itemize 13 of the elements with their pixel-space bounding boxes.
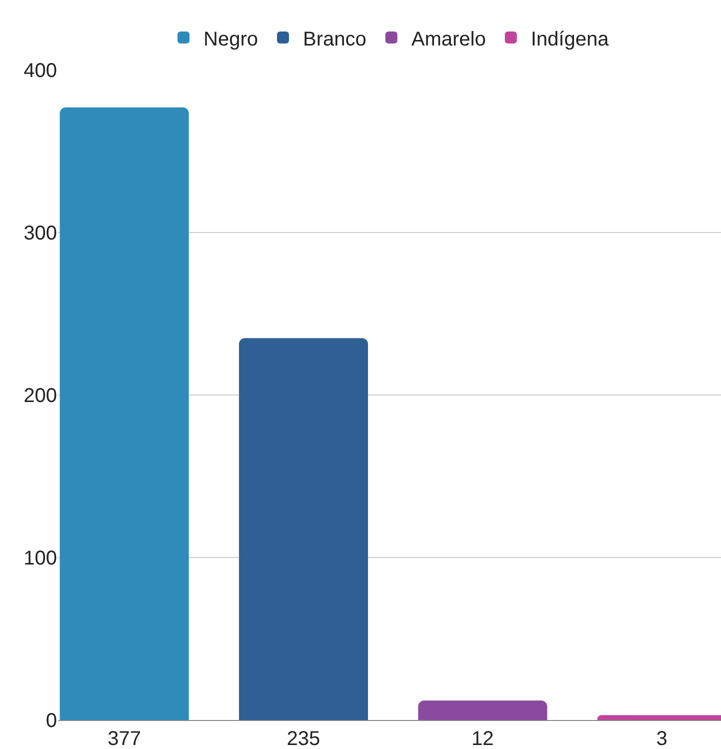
y-tick-label: 200 <box>24 385 57 407</box>
x-tick-label: 3 <box>656 728 668 749</box>
x-tick-label: 12 <box>472 728 494 749</box>
y-tick-label: 100 <box>24 548 57 570</box>
x-tick-label: 377 <box>108 728 141 749</box>
legend-label: Amarelo <box>411 28 486 50</box>
x-tick-label: 235 <box>286 728 320 749</box>
y-tick-label: 300 <box>24 222 57 244</box>
y-tick-label: 400 <box>24 60 57 82</box>
legend-label: Indígena <box>530 28 610 50</box>
legend-label: Branco <box>302 28 366 50</box>
y-tick-label: 0 <box>46 710 57 732</box>
legend-label: Negro <box>204 28 258 50</box>
